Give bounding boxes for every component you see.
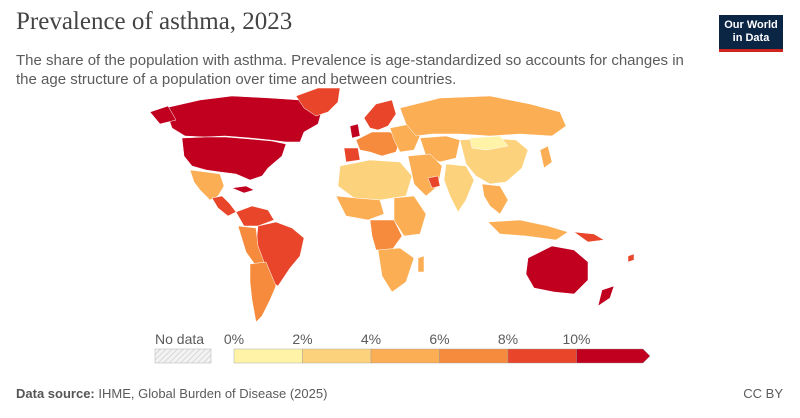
data-source-label: Data source: xyxy=(16,386,95,401)
region-caribbean[interactable] xyxy=(231,185,255,194)
legend-tick-label: 2% xyxy=(292,331,312,347)
legend-bin-2-4[interactable] xyxy=(302,348,372,364)
legend-no-data-label: No data xyxy=(155,331,204,347)
region-new-zealand[interactable] xyxy=(597,285,615,307)
region-china[interactable] xyxy=(459,137,529,185)
region-mongolia[interactable] xyxy=(469,135,509,151)
data-source-text[interactable]: IHME, Global Burden of Disease (2025) xyxy=(98,386,328,401)
legend-bin-8-10[interactable] xyxy=(507,348,577,364)
region-central-america[interactable] xyxy=(211,195,237,217)
legend-tick-label: 4% xyxy=(361,331,381,347)
legend-tick-label: 6% xyxy=(429,331,449,347)
region-colombia-venezuela[interactable] xyxy=(235,205,275,227)
region-madagascar[interactable] xyxy=(417,255,425,273)
region-mexico[interactable] xyxy=(189,169,225,201)
data-source: Data source: IHME, Global Burden of Dise… xyxy=(16,386,327,401)
legend-bin-4-6[interactable] xyxy=(370,348,440,364)
region-canada[interactable] xyxy=(164,95,323,143)
region-indonesia[interactable] xyxy=(487,219,569,241)
region-southern-africa[interactable] xyxy=(377,247,415,293)
region-greenland[interactable] xyxy=(295,87,341,117)
legend-no-data-swatch xyxy=(154,348,212,364)
legend-tick-label: 0% xyxy=(224,331,244,347)
region-scandinavia[interactable] xyxy=(363,99,397,131)
owid-logo[interactable]: Our World in Data xyxy=(719,15,783,52)
legend-bin-10-12[interactable] xyxy=(576,348,651,364)
region-southeast-asia[interactable] xyxy=(481,183,509,215)
legend-bin-0-2[interactable] xyxy=(233,348,303,364)
region-uk[interactable] xyxy=(349,123,361,139)
license-link[interactable]: CC BY xyxy=(743,386,783,401)
region-russia[interactable] xyxy=(399,95,567,137)
legend-tick-label: 10% xyxy=(562,331,590,347)
logo-line-1: Our World xyxy=(724,19,778,31)
region-north-africa[interactable] xyxy=(337,159,413,201)
region-pacific-islands[interactable] xyxy=(627,253,635,263)
chart-title: Prevalence of asthma, 2023 xyxy=(16,8,293,35)
region-western-europe[interactable] xyxy=(355,131,401,157)
region-india[interactable] xyxy=(443,163,475,213)
region-australia[interactable] xyxy=(525,245,589,295)
region-argentina-chile[interactable] xyxy=(249,261,277,323)
logo-line-2: in Data xyxy=(732,32,770,44)
region-west-africa[interactable] xyxy=(335,195,385,221)
region-papua[interactable] xyxy=(573,231,605,243)
chart-subtitle: The share of the population with asthma.… xyxy=(16,52,684,88)
region-japan[interactable] xyxy=(539,145,553,169)
legend-bin-6-8[interactable] xyxy=(439,348,509,364)
region-alaska[interactable] xyxy=(149,105,177,125)
region-iberia[interactable] xyxy=(343,147,361,163)
region-usa[interactable] xyxy=(181,136,287,181)
legend-tick-label: 8% xyxy=(498,331,518,347)
region-arabian-gulf[interactable] xyxy=(427,175,441,189)
color-legend: No data 0% 2% 4% 6% 8% 10% xyxy=(154,331,651,364)
